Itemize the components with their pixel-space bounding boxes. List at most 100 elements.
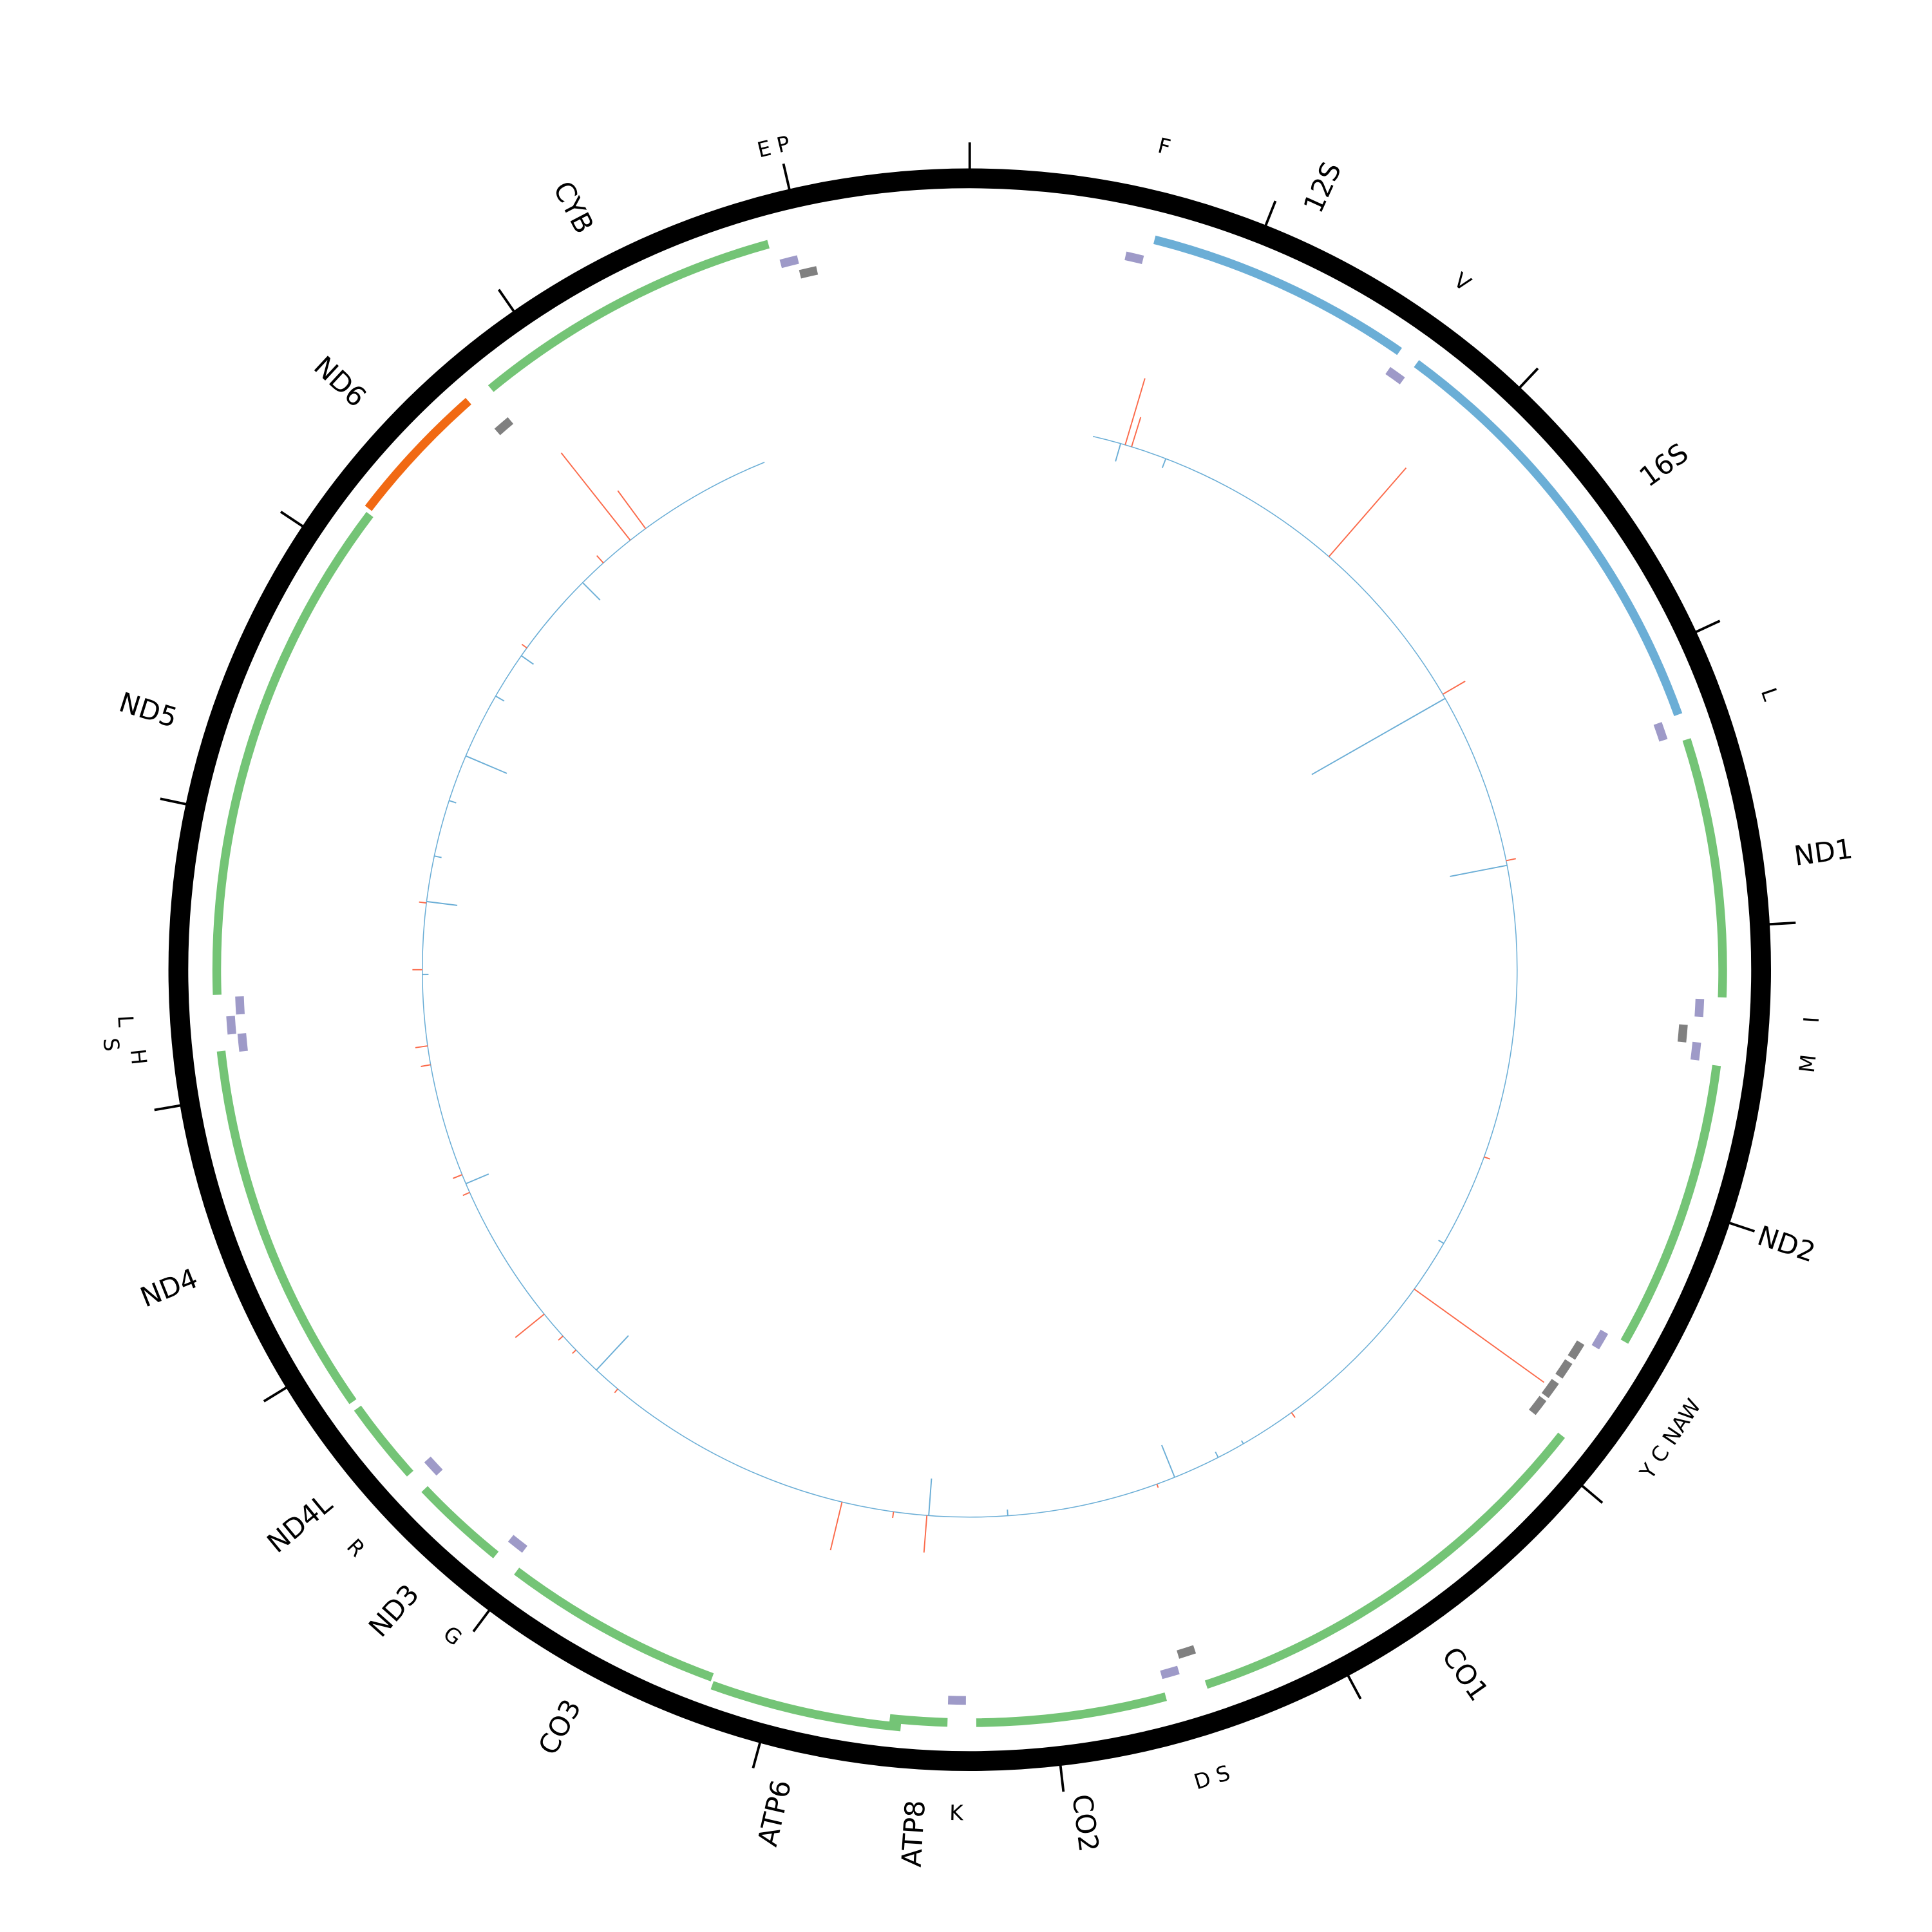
signal-spike-negative	[1160, 1444, 1175, 1478]
signal-spike-negative	[1215, 1452, 1219, 1458]
signal-spike-positive	[1484, 1156, 1490, 1160]
trna-block	[1677, 1024, 1688, 1043]
scale-ticks	[154, 142, 1796, 1792]
signal-spike-positive	[617, 490, 647, 529]
gene-arc-nd2	[1620, 1065, 1721, 1344]
trna-label: S	[99, 1037, 124, 1052]
trna-label: K	[949, 1801, 965, 1825]
trna-block	[1690, 1041, 1701, 1061]
gene-label-co1: CO1	[1435, 1642, 1495, 1707]
signal-spike-negative	[449, 800, 457, 804]
signal-spike-positive	[1414, 1288, 1545, 1383]
trna-block	[799, 266, 819, 279]
signal-spike-positive	[452, 1174, 462, 1179]
trna-block	[1541, 1379, 1559, 1399]
signal-spike-positive	[515, 1313, 545, 1338]
signal-spike-positive	[419, 901, 427, 904]
gene-arc-nd6	[365, 397, 471, 511]
trna-block	[1591, 1329, 1609, 1350]
trna-label: V	[1449, 268, 1475, 296]
signal-spike-negative	[1240, 1440, 1244, 1444]
signal-spike-positive	[829, 1502, 843, 1551]
gene-arc-atp6	[710, 1681, 902, 1732]
gene-arc-nd5	[212, 511, 374, 995]
signal-spike-positive	[1291, 1412, 1296, 1418]
gene-label-cyb: CYB	[547, 176, 600, 238]
gene-arc-co2	[976, 1692, 1167, 1727]
signal-spike-negative	[1007, 1510, 1009, 1516]
genome-ring	[168, 168, 1771, 1771]
signal-spike-positive	[614, 1388, 618, 1394]
trna-block	[779, 255, 799, 269]
signal-spike-positive	[1442, 680, 1466, 695]
signal-spike-negative	[582, 582, 601, 601]
gene-label-12s: 12S	[1298, 157, 1348, 218]
gene-label-nd4: ND4	[136, 1262, 202, 1313]
signal-spike-positive	[596, 555, 604, 564]
gene-arc-nd4l	[354, 1405, 413, 1477]
trna-block	[1124, 251, 1144, 265]
signal-spike-negative	[465, 755, 507, 774]
gene-label-nd6: ND6	[308, 350, 372, 413]
gene-label-nd4l: ND4L	[261, 1488, 338, 1559]
gene-arc-nd3	[421, 1486, 499, 1558]
trna-label: I	[1799, 1016, 1824, 1024]
gene-label-nd5: ND5	[115, 686, 181, 734]
gene-label-co2: CO2	[1066, 1792, 1104, 1853]
signal-spike-negative	[1311, 697, 1446, 775]
trna-label: Y C NAW	[1634, 1394, 1706, 1484]
trna-label: M	[1795, 1054, 1821, 1074]
signal-spike-negative	[1438, 1240, 1444, 1244]
signal-spike-positive	[1131, 417, 1142, 448]
signal-spike-negative	[1161, 458, 1167, 468]
gene-arc-co1	[1204, 1432, 1566, 1689]
signal-spike-positive	[923, 1515, 928, 1553]
gene-label-atp6: ATP6	[752, 1777, 797, 1849]
trna-block	[1694, 998, 1705, 1018]
trna-block	[237, 1033, 248, 1052]
trna-block	[1385, 366, 1405, 384]
trna-label: G	[439, 1621, 466, 1651]
signal-spike-positive	[415, 1045, 428, 1048]
trna-block	[1177, 1645, 1197, 1659]
signal-spike-negative	[928, 1478, 933, 1516]
signal-spike-positive	[1124, 378, 1146, 446]
gene-label-co3: CO3	[532, 1694, 587, 1760]
gene-arc-cyb	[488, 240, 770, 392]
gene-track	[212, 235, 1727, 1732]
signal-spike-positive	[1156, 1484, 1159, 1488]
gene-label-16s: 16S	[1634, 437, 1694, 493]
signal-spike-negative	[520, 655, 534, 665]
trna-block	[1555, 1359, 1573, 1379]
gene-label-nd3: ND3	[363, 1578, 425, 1643]
trna-block	[1567, 1340, 1585, 1360]
signal-spike-negative	[466, 1173, 489, 1184]
trna-block	[494, 417, 514, 435]
gene-label-atp8: ATP8	[896, 1799, 931, 1868]
trna-block	[1529, 1396, 1547, 1416]
trna-label: E P	[755, 131, 792, 163]
trna-block	[424, 1456, 443, 1476]
gene-arc-nd1	[1682, 738, 1727, 998]
signal-spike-negative	[596, 1335, 629, 1371]
signal-spike-positive	[1328, 467, 1407, 557]
signal-spike-negative	[434, 855, 442, 858]
trna-block	[226, 1016, 236, 1035]
trna-label: D S	[1191, 1761, 1233, 1795]
gene-label-nd2: ND2	[1754, 1220, 1819, 1269]
trna-label: R	[342, 1534, 370, 1562]
signal-spike-negative	[495, 696, 505, 702]
trna-label: H	[126, 1048, 151, 1066]
signal-spike-positive	[1506, 858, 1516, 862]
signal-spike-positive	[558, 1335, 564, 1341]
signal-spike-positive	[572, 1349, 577, 1354]
trna-block	[1160, 1665, 1180, 1680]
signal-spike-negative	[426, 900, 458, 906]
signal-spike-positive	[560, 452, 631, 541]
trna-label: L	[113, 1015, 138, 1028]
trna-block	[507, 1535, 527, 1553]
gene-arc-atp8	[889, 1714, 948, 1727]
signal-spike-positive	[421, 1064, 431, 1067]
